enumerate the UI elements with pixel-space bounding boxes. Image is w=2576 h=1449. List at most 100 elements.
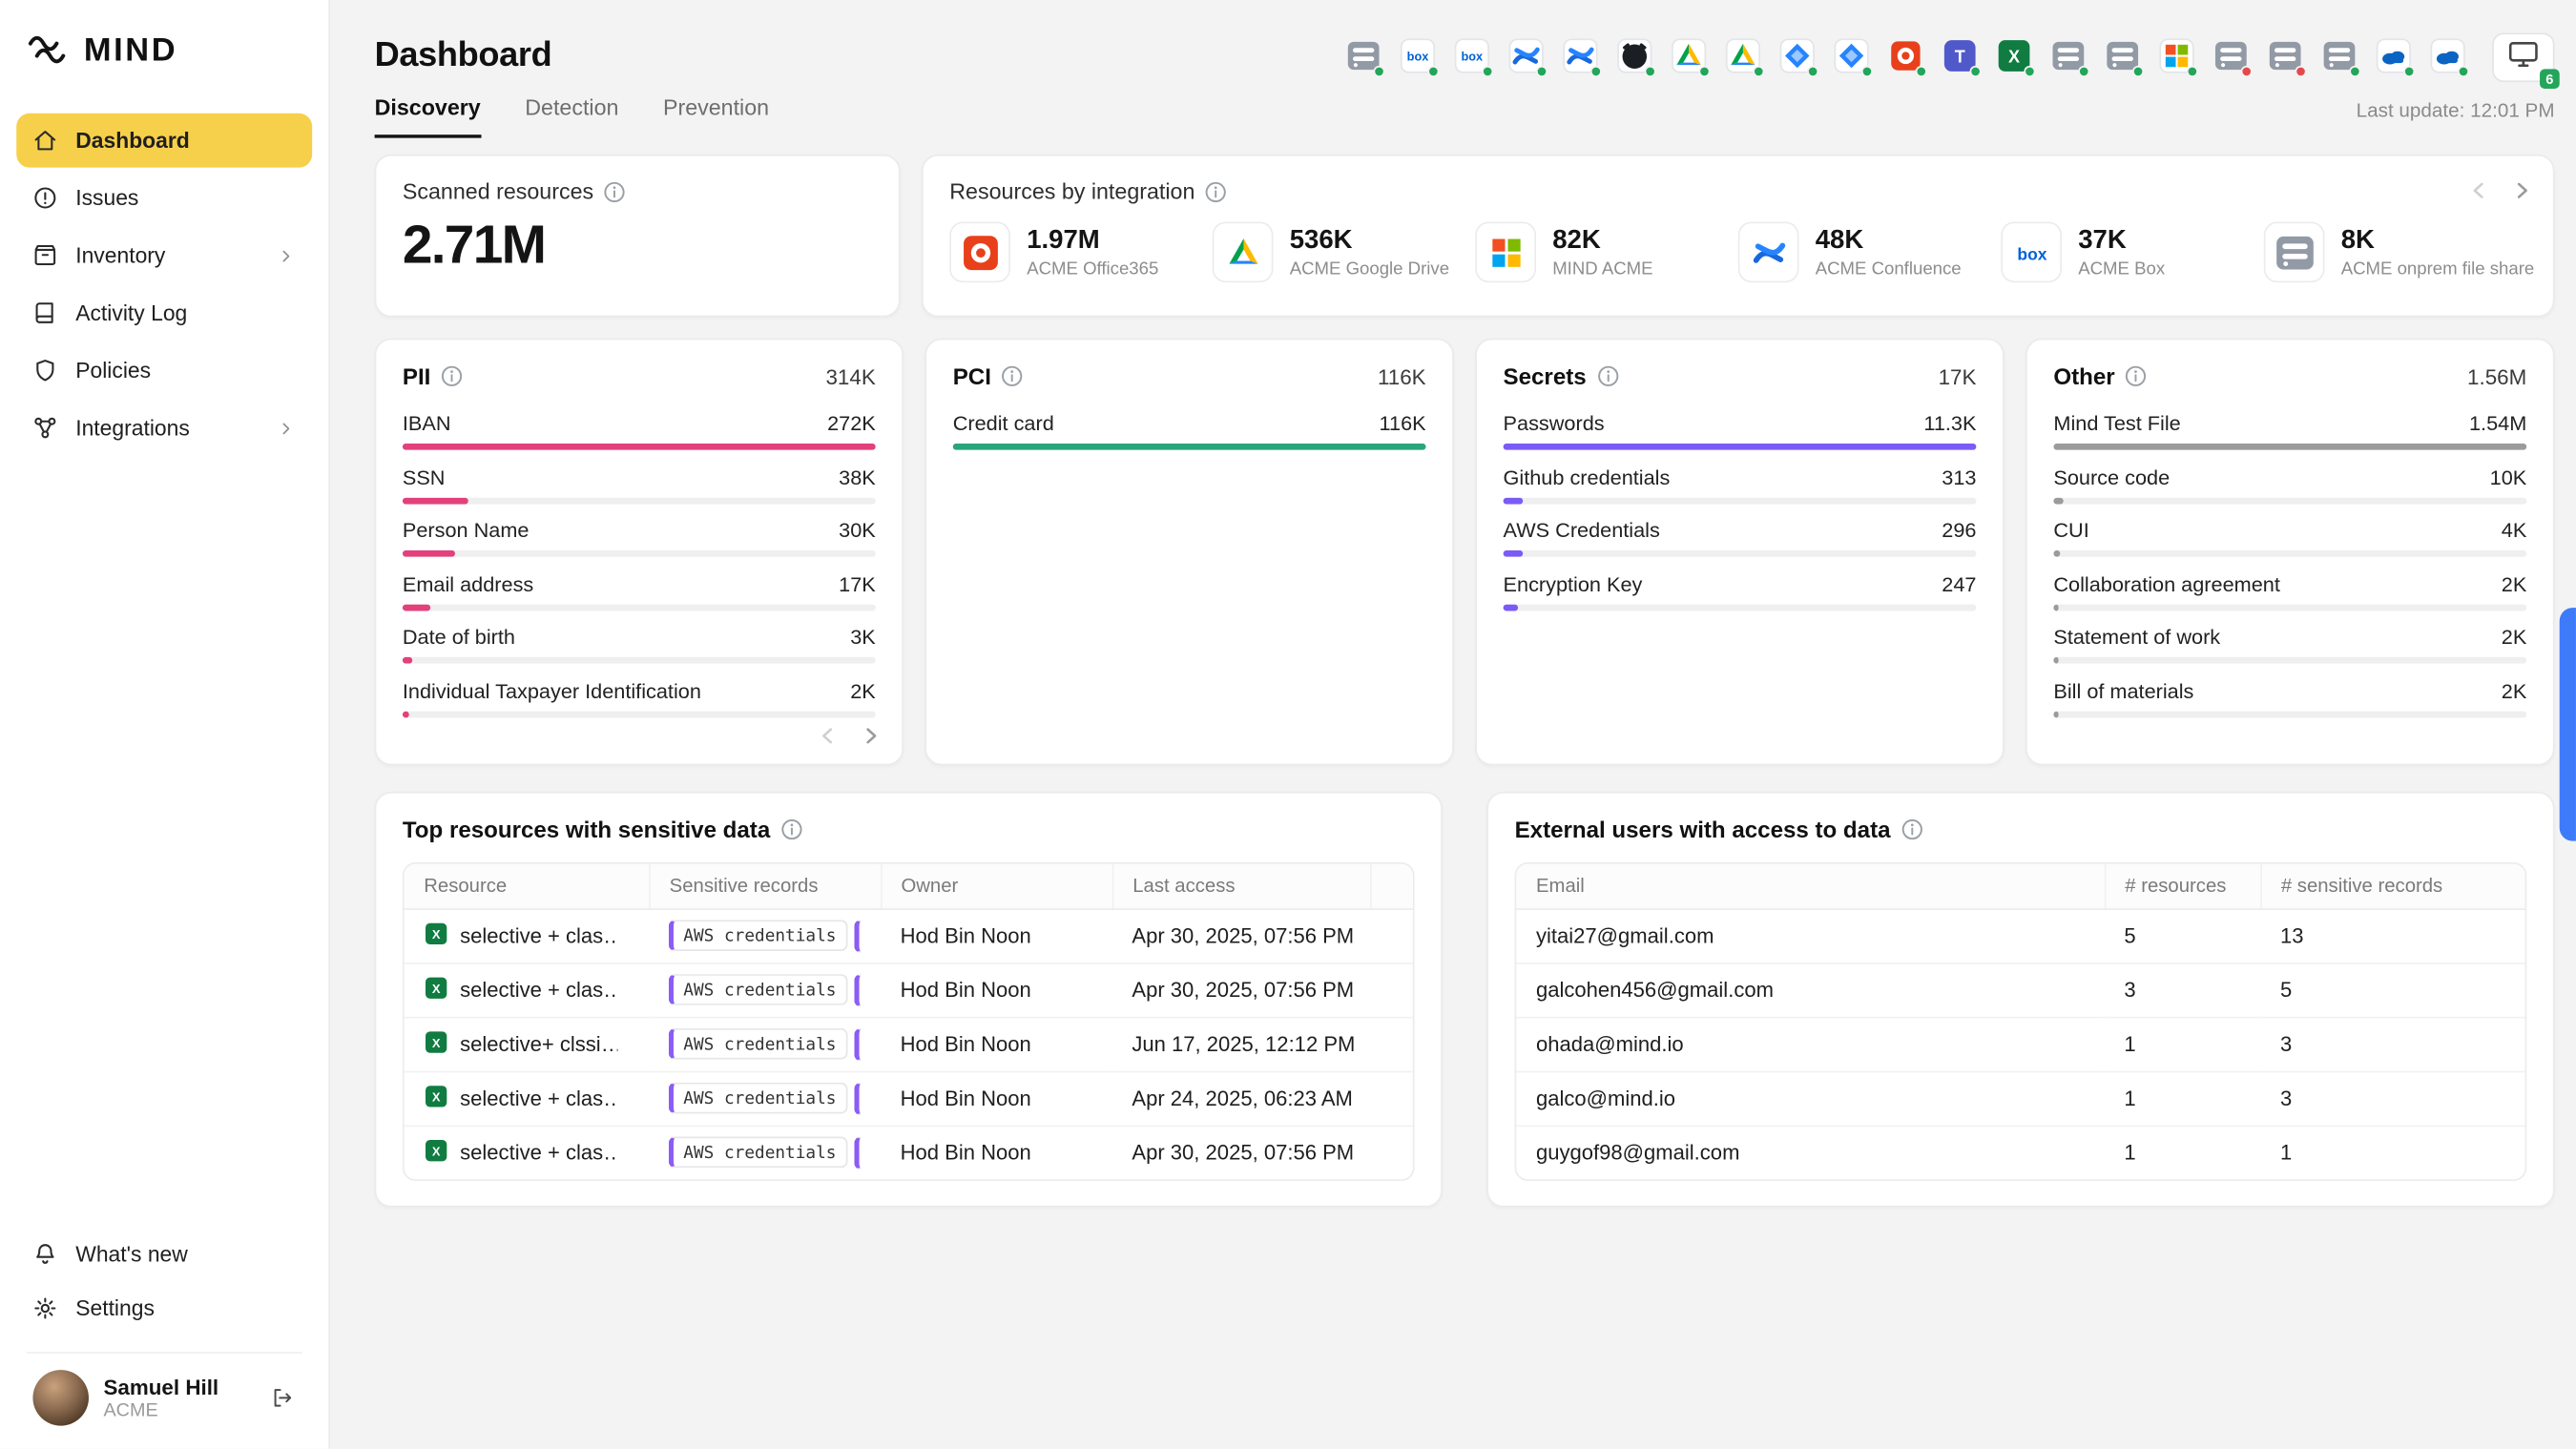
table-row[interactable]: ohada@mind.io 1 3 [1516,1017,2524,1071]
info-icon[interactable] [441,364,464,387]
box-icon: box [2001,221,2062,282]
integration-icon-onprem-file-share[interactable] [2212,38,2249,74]
sidebar-item-activity-log[interactable]: Activity Log [16,286,312,341]
integration-icon-jira[interactable] [1834,38,1870,74]
metric-row: Source code10K [2053,466,2526,504]
resources-by-integration-card: Resources by integration 1.97MACME Offic… [922,155,2555,317]
sensitive-chip: AWS credentials [669,1083,848,1114]
sidebar-item-label: Issues [75,186,138,211]
info-icon[interactable] [1205,180,1228,203]
sidebar-menu: Dashboard Issues Inventory Activity Log … [0,114,328,455]
metric-label: Encryption Key [1504,572,1643,595]
sensitive-count-cell: 3 [2260,1017,2524,1071]
secrets-card: Secrets 17K Passwords11.3K Github creden… [1475,339,2004,766]
integration-icon-github[interactable] [1616,38,1652,74]
table-row[interactable]: Xselective+ clssi… AWS credentials Hod B… [405,1017,1415,1071]
onprem-file-share-icon [2264,221,2325,282]
table-row[interactable]: galco@mind.io 1 3 [1516,1071,2524,1126]
metric-value: 17K [839,572,876,595]
whats-new-button[interactable]: What's new [16,1227,312,1281]
resources-count-cell: 1 [2105,1071,2261,1126]
integration-icon-google-drive[interactable] [1725,38,1761,74]
monitor-button[interactable]: 6 [2492,32,2554,82]
sensitive-chip: AWS credentials [669,920,848,951]
last-access-cell: Apr 24, 2025, 06:23 AM [1112,1071,1370,1126]
metric-row: Date of birth3K [403,626,876,664]
metric-value: 313 [1942,466,1976,488]
info-icon[interactable] [1596,364,1619,387]
metric-label: SSN [403,466,446,488]
integration-icon-onedrive[interactable] [2430,38,2466,74]
table-row[interactable]: Xselective + clas… AWS credentials Hod B… [405,908,1415,963]
sidebar-item-integrations[interactable]: Integrations [16,401,312,455]
integration-icon-onprem-file-share[interactable] [2105,38,2141,74]
shield-icon [31,357,59,384]
sidebar-item-policies[interactable]: Policies [16,343,312,398]
integration-icon-box[interactable]: box [1400,38,1436,74]
integration-icon-confluence[interactable] [1508,38,1545,74]
sidebar-item-issues[interactable]: Issues [16,171,312,225]
owner-cell: Hod Bin Noon [881,908,1112,963]
table-row[interactable]: galcohen456@gmail.com 3 5 [1516,963,2524,1017]
metric-bar [1504,604,1977,611]
status-dot [2131,65,2144,77]
user-profile[interactable]: Samuel Hill ACME [27,1352,302,1429]
metric-label: CUI [2053,519,2088,542]
carousel-next-icon[interactable] [2510,179,2533,202]
owner-cell: Hod Bin Noon [881,1017,1112,1071]
logout-icon[interactable] [269,1385,296,1412]
resource-name: selective + clas… [460,978,617,1003]
top-resources-table: Resource Sensitive records Owner Last ac… [403,862,1415,1181]
metric-bar [1504,444,1977,450]
sidebar-item-dashboard[interactable]: Dashboard [16,114,312,168]
integration-icon-onprem-file-share[interactable] [2267,38,2303,74]
integration-stat-onprem-file-share: 8KACME onprem file share [2264,221,2527,282]
sidebar-footer: What's new Settings Samuel Hill ACME [0,1227,328,1429]
integration-icon-onprem-file-share[interactable] [2050,38,2087,74]
card-total: 314K [825,363,875,388]
integration-icon-box[interactable]: box [1454,38,1490,74]
carousel-prev-icon[interactable] [2467,179,2490,202]
extra-cell [1370,963,1414,1017]
table-row[interactable]: guygof98@gmail.com 1 1 [1516,1126,2524,1180]
metric-label: Person Name [403,519,530,542]
owner-cell: Hod Bin Noon [881,963,1112,1017]
last-update-text: Last update: 12:01 PM [2357,98,2555,137]
integration-icon-onedrive[interactable] [2376,38,2412,74]
info-icon[interactable] [604,180,627,203]
table-row[interactable]: Xselective + clas… AWS credentials Hod B… [405,963,1415,1017]
integration-stat-google-drive: 536KACME Google Drive [1213,221,1476,282]
table-row[interactable]: yitai27@gmail.com 5 13 [1516,908,2524,963]
external-users-card: External users with access to data Email… [1486,792,2554,1208]
integration-icon-confluence[interactable] [1563,38,1599,74]
stat-value: 1.97M [1027,226,1158,256]
prev-page-icon[interactable] [817,724,840,747]
tab-prevention[interactable]: Prevention [663,95,769,138]
metric-bar [403,711,876,717]
info-icon[interactable] [1001,364,1024,387]
tab-discovery[interactable]: Discovery [375,95,481,138]
integration-icon-onprem-file-share[interactable] [2321,38,2358,74]
stat-label: ACME Box [2078,259,2165,279]
integration-icon-excel[interactable]: X [1996,38,2032,74]
chevron-right-icon [275,244,298,267]
integration-icon-jira[interactable] [1779,38,1816,74]
integration-icon-office365[interactable] [1887,38,1923,74]
info-icon[interactable] [780,818,803,841]
table-row[interactable]: Xselective + clas… AWS credentials Hod B… [405,1126,1415,1180]
tab-detection[interactable]: Detection [525,95,618,138]
sidebar-item-inventory[interactable]: Inventory [16,228,312,282]
info-icon[interactable] [2125,364,2148,387]
extra-cell [1370,1017,1414,1071]
integration-icon-google-drive[interactable] [1671,38,1707,74]
info-icon[interactable] [1901,818,1923,841]
integration-icon-microsoft-365[interactable] [2159,38,2195,74]
feedback-tab[interactable] [2560,608,2576,841]
metric-bar [953,444,1426,450]
settings-button[interactable]: Settings [16,1281,312,1335]
table-row[interactable]: Xselective + clas… AWS credentials Hod B… [405,1071,1415,1126]
next-page-icon[interactable] [860,724,883,747]
integration-icon-onprem-file-share[interactable] [1345,38,1381,74]
metric-row: AWS Credentials296 [1504,519,1977,557]
integration-icon-teams[interactable]: T [1942,38,1978,74]
